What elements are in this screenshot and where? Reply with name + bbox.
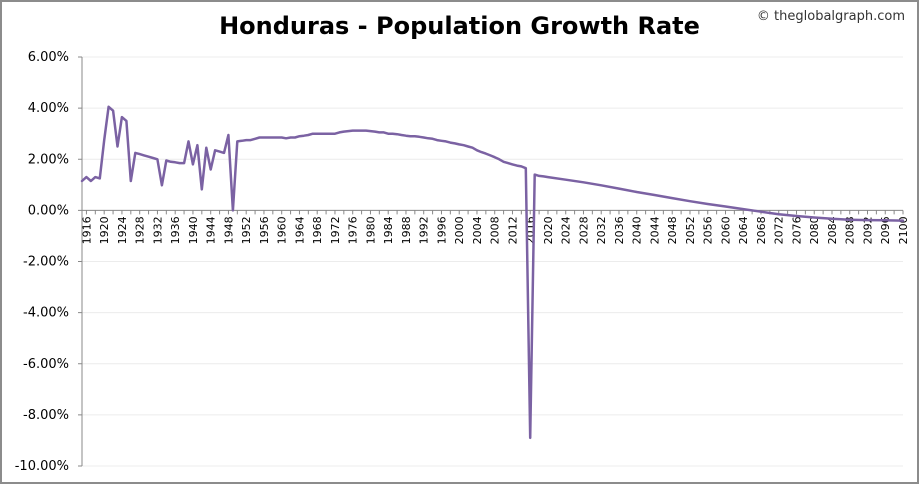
x-tick-label: 1928 [134, 216, 147, 244]
y-tick-label: 6.00% [28, 50, 69, 65]
series-line [80, 105, 905, 440]
x-tick-label: 2060 [719, 216, 732, 244]
x-tick-label: 1972 [329, 216, 342, 244]
x-tick-label: 2080 [808, 216, 821, 244]
x-tick-label: 1988 [400, 216, 413, 244]
chart-title: Honduras - Population Growth Rate [219, 12, 700, 40]
x-tick-label: 1964 [293, 216, 306, 244]
x-tick-label: 2028 [577, 216, 590, 244]
x-tick-label: 1996 [435, 216, 448, 244]
x-tick-label: 2024 [560, 216, 573, 244]
x-tick-label: 1976 [347, 216, 360, 244]
x-tick-label: 2000 [453, 216, 466, 244]
x-tick-label: 2036 [613, 216, 626, 244]
x-tick-label: 2088 [844, 216, 857, 244]
x-tick-label: 2004 [471, 216, 484, 244]
x-tick-label: 2008 [489, 216, 502, 244]
x-tick-label: 2076 [790, 216, 803, 244]
x-tick-label: 1932 [151, 216, 164, 244]
x-tick-label: 1960 [276, 216, 289, 244]
x-tick-label: 2052 [684, 216, 697, 244]
x-tick-label: 1924 [116, 216, 129, 244]
x-tick-label: 2048 [666, 216, 679, 244]
y-tick-label: -10.00% [15, 459, 69, 474]
y-tick-label: 4.00% [28, 101, 69, 116]
x-tick-label: 2084 [826, 216, 839, 244]
axes [78, 56, 904, 467]
y-tick-label: -2.00% [23, 255, 69, 270]
x-tick-label: 1984 [382, 216, 395, 244]
x-tick-label: 2068 [755, 216, 768, 244]
x-tick-label: 1980 [364, 216, 377, 244]
x-tick-label: 2044 [648, 216, 661, 244]
x-tick-label: 1940 [187, 216, 200, 244]
x-tick-label: 2100 [897, 216, 910, 244]
y-tick-label: -4.00% [23, 306, 69, 321]
x-tick-label: 1992 [418, 216, 431, 244]
x-tick-label: 2056 [702, 216, 715, 244]
x-tick-label: 1944 [205, 216, 218, 244]
gridlines [82, 56, 903, 467]
x-tick-label: 2032 [595, 216, 608, 244]
y-tick-label: 2.00% [28, 152, 69, 167]
x-tick-label: 2092 [861, 216, 874, 244]
x-tick-label: 2096 [879, 216, 892, 244]
x-tick-label: 1936 [169, 216, 182, 244]
x-tick-label: 1948 [222, 216, 235, 244]
x-tick-label: 2040 [631, 216, 644, 244]
x-tick-label: 1920 [98, 216, 111, 244]
y-tick-label: -6.00% [23, 357, 69, 372]
x-tick-label: 2012 [506, 216, 519, 244]
x-tick-label: 2020 [542, 216, 555, 244]
copyright-notice: © theglobalgraph.com [756, 9, 905, 24]
y-tick-label: 0.00% [28, 203, 69, 218]
y-tick-label: -8.00% [23, 408, 69, 423]
x-tick-label: 2072 [773, 216, 786, 244]
x-tick-label: 2064 [737, 216, 750, 244]
x-tick-label: 1916 [80, 216, 93, 244]
x-tick-label: 1968 [311, 216, 324, 244]
x-axis-tick-labels: 1916 1920 1924 1928 1932 1936 1940 1944 1948 1952… [80, 216, 910, 244]
y-axis-tick-labels: 6.00% 4.00% 2.00% 0.00% -2.00% -4.00% -6.00% -8… [15, 50, 69, 474]
series-group [80, 105, 905, 440]
x-tick-label: 1952 [240, 216, 253, 244]
x-tick-label: 1956 [258, 216, 271, 244]
